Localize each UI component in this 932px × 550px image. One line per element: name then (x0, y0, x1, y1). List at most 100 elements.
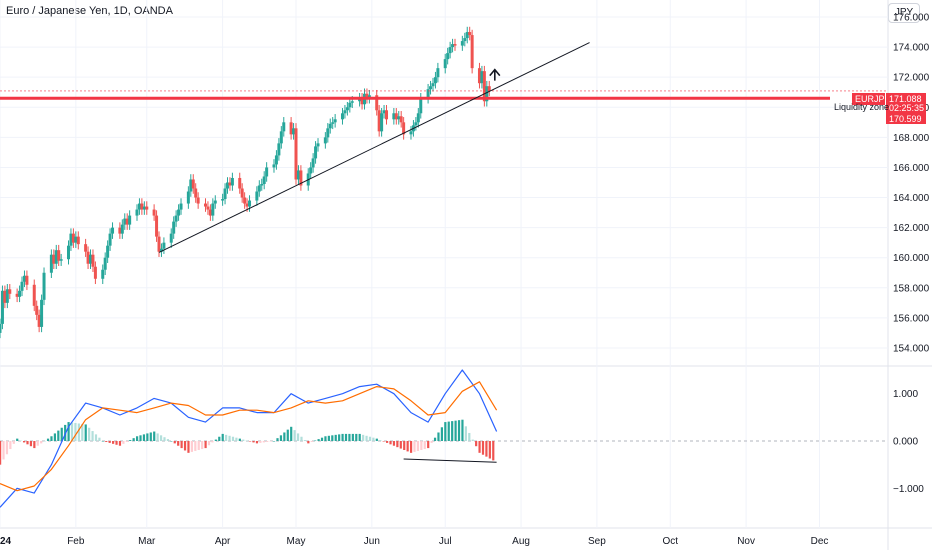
candle-body (84, 244, 88, 252)
candle-body (419, 98, 423, 114)
histogram-bar (118, 441, 122, 446)
histogram-bar (344, 433, 348, 441)
histogram-bar (252, 441, 255, 443)
candle-body (477, 68, 481, 84)
candle-body (137, 203, 141, 210)
candle-body (89, 254, 93, 264)
candle-body (118, 227, 122, 234)
countdown-label: 02:25:35 (889, 103, 924, 113)
candle-body (240, 188, 244, 198)
histogram-bar (235, 437, 238, 441)
histogram-bar (372, 437, 375, 441)
trendline (158, 42, 590, 253)
histogram-bar (375, 438, 378, 441)
candle-body (37, 314, 41, 327)
candle-body (40, 299, 44, 327)
histogram-bar (396, 441, 399, 448)
candle-body (480, 71, 484, 84)
candle-body (333, 119, 337, 123)
candle-body (465, 32, 469, 39)
candle-body (206, 206, 210, 210)
histogram-bar (2, 441, 5, 460)
histogram-bar (125, 441, 128, 442)
candle-body (15, 293, 19, 297)
histogram-bar (430, 441, 433, 443)
histogram-bar (139, 435, 142, 441)
histogram-bar (159, 435, 163, 441)
histogram-bar (427, 441, 430, 449)
histogram-bar (379, 440, 382, 441)
candle-body (348, 102, 352, 108)
histogram-bar (142, 434, 146, 441)
candle-body (382, 110, 386, 114)
candle-body (377, 110, 381, 132)
candle-body (414, 122, 418, 126)
histogram-bar (187, 441, 190, 453)
candle-body (59, 259, 63, 261)
histogram-bar (416, 441, 420, 451)
histogram-bar (447, 421, 450, 441)
candle-body (226, 182, 230, 189)
up-arrow-icon (489, 68, 501, 81)
histogram-bar (163, 437, 166, 441)
symbol-price-badge (852, 93, 885, 105)
candle-body (265, 167, 269, 177)
candle-body (468, 32, 472, 36)
histogram-bar (327, 435, 330, 441)
histogram-bar (177, 441, 180, 446)
histogram-bar (392, 441, 396, 446)
last-price-label: 171.088 (889, 94, 922, 104)
candle-body (159, 248, 163, 252)
candle-body (248, 200, 252, 207)
price-tick-label: 158.000 (893, 283, 930, 294)
histogram-bar (444, 422, 447, 441)
candles (0, 26, 491, 339)
time-axis[interactable]: 2024 Feb Mar Apr May Jun Jul Aug Sep Oct Nov Dec (0, 536, 828, 547)
price-axis[interactable]: 176.000174.000172.000170.000168.000166.0… (893, 13, 930, 495)
candle-body (436, 68, 440, 78)
candle-body (385, 110, 389, 120)
candle-body (69, 233, 73, 246)
candle-body (157, 236, 161, 252)
candle-body (179, 203, 183, 210)
histogram-bar (399, 441, 402, 449)
histogram-bar (433, 437, 437, 441)
candle-body (350, 101, 354, 103)
candle-body (463, 38, 467, 42)
candle-body (282, 122, 286, 132)
macd-tick-label: −1.000 (893, 484, 924, 495)
candle-body (20, 281, 24, 291)
histogram-bar (249, 441, 252, 442)
time-tick-label: Apr (215, 536, 231, 547)
candle-body (32, 284, 36, 306)
candle-body (367, 95, 371, 99)
time-tick-label: Dec (811, 536, 829, 547)
candle-body (196, 197, 200, 204)
histogram-bar (365, 435, 368, 441)
histogram-bar (283, 432, 286, 441)
candle-body (213, 200, 217, 204)
price-tick-label: 176.000 (893, 13, 930, 24)
histogram-bar (22, 441, 26, 443)
symbol-label: EURJPY (855, 94, 891, 104)
histogram-bar (300, 436, 303, 441)
macd-tick-label: 1.000 (893, 389, 918, 400)
histogram-bar (269, 441, 272, 442)
candle-body (174, 215, 178, 222)
candle-body (111, 227, 115, 234)
histogram-bar (0, 441, 2, 465)
candle-body (103, 257, 107, 270)
candle-body (485, 86, 489, 102)
histogram-bar (303, 440, 307, 441)
candle-body (365, 93, 369, 99)
candle-body (22, 275, 26, 282)
histogram-bar (225, 434, 228, 441)
histogram-bar (173, 441, 176, 444)
candle-body (0, 290, 4, 324)
candle-body (86, 251, 90, 264)
candle-body (326, 128, 330, 138)
candle-body (57, 250, 61, 261)
histogram-bar (310, 441, 313, 442)
candle-body (71, 233, 75, 243)
